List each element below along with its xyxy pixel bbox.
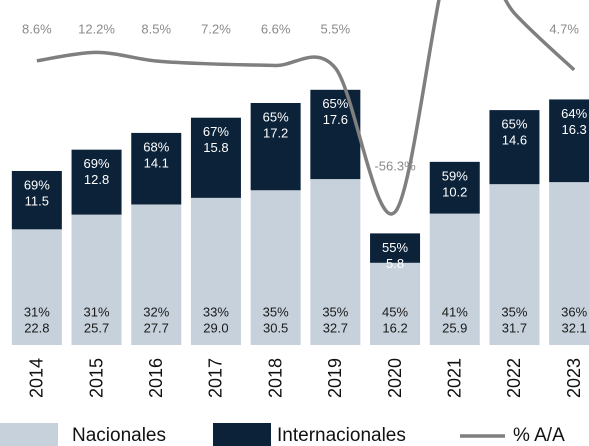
x-tick-label: 2022 xyxy=(504,358,524,398)
value-label: 5.8 xyxy=(386,256,404,271)
bar-segment xyxy=(489,184,540,345)
value-label: 31.7 xyxy=(502,320,527,335)
bar-segment xyxy=(250,102,301,191)
line-label: 8.6% xyxy=(22,21,52,36)
line xyxy=(36,0,576,216)
bar-segment xyxy=(190,117,241,198)
bar-segment xyxy=(11,229,62,345)
line-label: 5.5% xyxy=(321,21,351,36)
share-label: 69% xyxy=(24,177,50,192)
legend-label: Internacionales xyxy=(277,425,406,446)
x-tick-label: 2021 xyxy=(445,358,465,398)
legend-swatch xyxy=(0,423,58,446)
share-label: 32% xyxy=(143,304,169,319)
x-tick-label: 2016 xyxy=(146,358,166,398)
bar-segment xyxy=(190,197,241,345)
x-tick-label: 2019 xyxy=(325,358,345,398)
line-label: -56.3% xyxy=(374,158,416,173)
share-label: 67% xyxy=(203,124,229,139)
bar-segment xyxy=(310,179,361,345)
share-label: 33% xyxy=(203,304,229,319)
share-label: 65% xyxy=(501,117,527,132)
share-label: 69% xyxy=(84,156,110,171)
share-label: 55% xyxy=(382,240,408,255)
value-label: 12.8 xyxy=(84,172,109,187)
value-label: 32.1 xyxy=(561,320,586,335)
share-label: 64% xyxy=(561,106,587,121)
value-label: 14.6 xyxy=(502,133,527,148)
value-label: 10.2 xyxy=(442,184,467,199)
value-label: 11.5 xyxy=(25,193,49,208)
share-label: 31% xyxy=(24,304,50,319)
bar-segment xyxy=(71,214,122,345)
share-label: 41% xyxy=(442,304,468,319)
share-label: 36% xyxy=(561,304,587,319)
bar-segment xyxy=(71,149,122,215)
value-label: 16.2 xyxy=(382,320,407,335)
x-tick-label: 2023 xyxy=(564,358,584,398)
value-label: 14.1 xyxy=(144,155,169,170)
bar-segment xyxy=(11,170,62,230)
value-label: 32.7 xyxy=(323,320,348,335)
value-label: 22.8 xyxy=(24,320,49,335)
value-label: 17.6 xyxy=(323,112,348,127)
bar-segment xyxy=(549,182,589,345)
bar-segment xyxy=(370,262,421,345)
x-tick-label: 2017 xyxy=(206,358,226,398)
value-label: 25.9 xyxy=(442,320,467,335)
line-label: 7.2% xyxy=(201,21,231,36)
line-label: 6.6% xyxy=(261,21,291,36)
legend-label: Nacionales xyxy=(72,425,166,446)
bar-segment xyxy=(429,213,480,345)
share-label: 59% xyxy=(442,168,468,183)
share-label: 65% xyxy=(322,96,348,111)
x-tick-label: 2020 xyxy=(385,358,405,398)
share-label: 68% xyxy=(143,139,169,154)
legend-label: % A/A xyxy=(513,425,565,446)
value-label: 25.7 xyxy=(84,320,109,335)
share-label: 31% xyxy=(84,304,110,319)
line-label: 8.5% xyxy=(141,21,171,36)
x-tick-label: 2018 xyxy=(265,358,285,398)
value-label: 27.7 xyxy=(144,320,169,335)
share-label: 35% xyxy=(501,304,527,319)
line-label: 12.2% xyxy=(78,21,115,36)
bar-segment xyxy=(131,132,182,205)
value-label: 15.8 xyxy=(203,140,228,155)
share-label: 45% xyxy=(382,304,408,319)
bar-segment xyxy=(131,204,182,345)
share-label: 65% xyxy=(263,109,289,124)
share-label: 35% xyxy=(322,304,348,319)
share-label: 35% xyxy=(263,304,289,319)
x-tick-label: 2015 xyxy=(86,358,106,398)
bar-segment xyxy=(489,110,540,185)
value-label: 17.2 xyxy=(263,125,288,140)
value-label: 30.5 xyxy=(263,320,288,335)
x-tick-label: 2014 xyxy=(27,358,47,398)
bar-segment xyxy=(250,190,301,345)
value-label: 29.0 xyxy=(203,320,228,335)
bar-segment xyxy=(549,99,589,183)
legend-swatch xyxy=(213,423,271,446)
value-label: 16.3 xyxy=(561,122,586,137)
bar-segment xyxy=(429,161,480,214)
bar-segment xyxy=(370,233,421,263)
line-label: 4.7% xyxy=(549,21,579,36)
